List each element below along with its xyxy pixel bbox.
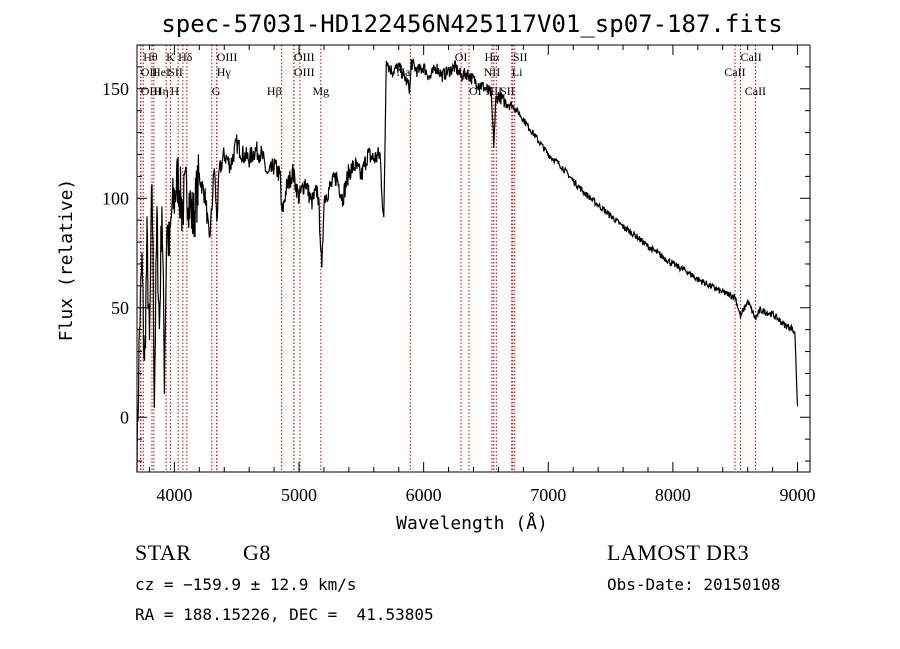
spectral-line-markers — [140, 45, 756, 472]
object-class: STAR — [135, 540, 192, 565]
line-label-7: Hδ — [178, 50, 193, 64]
y-tick-label: 0 — [120, 407, 129, 427]
line-label-3: HeI — [152, 65, 170, 79]
line-label-22: NII — [484, 65, 501, 79]
plot-frame — [136, 44, 811, 473]
y-axis-ticks: 0 50 100 150 — [102, 44, 810, 462]
line-label-6: H — [170, 84, 179, 98]
y-tick-label: 50 — [111, 298, 129, 318]
line-label-17: Mg — [312, 84, 329, 98]
line-label-1: OII — [141, 65, 158, 79]
line-label-26: SII — [513, 50, 528, 64]
line-label-0: Hθ — [143, 50, 158, 64]
redshift-velocity: cz = −159.9 ± 12.9 km/s — [135, 575, 357, 594]
object-subclass: G8 — [243, 540, 271, 565]
line-label-15: OIII — [294, 65, 315, 79]
x-tick-label: 9000 — [780, 485, 816, 505]
y-tick-label: 150 — [102, 79, 129, 99]
coordinates: RA = 188.15226, DEC = 41.53805 — [135, 605, 434, 624]
line-label-13: Hβ — [267, 84, 282, 98]
x-axis-label: Wavelength (Å) — [396, 512, 548, 534]
line-label-29: CaII — [740, 50, 761, 64]
line-label-10: G — [212, 84, 221, 98]
line-label-5: K — [166, 50, 175, 64]
survey-name: LAMOST DR3 — [607, 540, 750, 565]
x-axis-ticks: 4000 5000 6000 7000 8000 9000 — [148, 45, 816, 505]
line-label-12: OIII — [217, 50, 238, 64]
chart-title: spec-57031-HD122456N425117V01_sp07-187.f… — [161, 10, 782, 38]
x-tick-label: 6000 — [406, 485, 442, 505]
line-label-30: CaII — [745, 84, 766, 98]
observation-date: Obs-Date: 20150108 — [607, 575, 781, 594]
line-label-28: CaII — [724, 65, 745, 79]
line-label-4: Hη — [154, 84, 169, 98]
y-axis-label: Flux (relative) — [56, 179, 77, 342]
line-label-27: SII — [500, 84, 515, 98]
spectral-line-labels: HθOIIOIIIHeIHηKHHδSIIGHγOIIIHβOIIIOIIIMg… — [141, 50, 766, 98]
spectrum-line — [136, 58, 799, 473]
x-tick-label: 4000 — [156, 485, 192, 505]
x-tick-label: 8000 — [655, 485, 691, 505]
line-label-25: Li — [512, 65, 523, 79]
line-label-11: Hγ — [217, 65, 232, 79]
y-tick-label: 100 — [102, 188, 129, 208]
x-tick-label: 5000 — [281, 485, 317, 505]
line-label-21: Hα — [484, 50, 500, 64]
line-label-2: OIII — [141, 84, 162, 98]
line-label-8: SII — [168, 65, 183, 79]
line-label-14: OIII — [294, 50, 315, 64]
line-label-19: OI — [455, 50, 468, 64]
x-tick-label: 7000 — [530, 485, 566, 505]
